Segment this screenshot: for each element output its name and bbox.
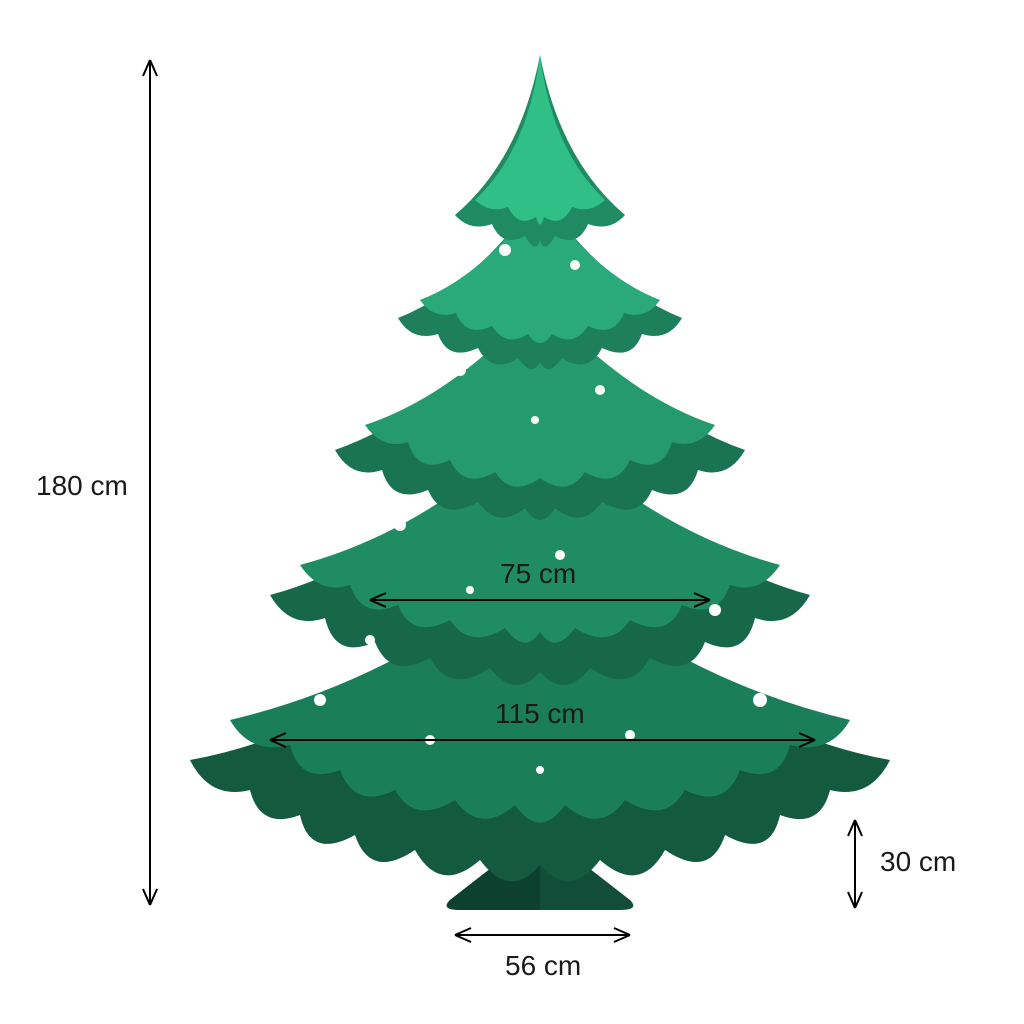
diagram-stage: 180 cm 75 cm 115 cm 30 cm 56 cm [0,0,1024,1024]
tree-illustration [0,0,1024,1024]
dim-arrow-stand-width [455,928,630,942]
label-stand-width: 56 cm [505,950,581,982]
label-stand-height: 30 cm [880,846,956,878]
label-width-mid: 75 cm [500,558,576,590]
dim-arrow-stand-height [848,820,862,908]
label-width-bottom: 115 cm [495,698,585,730]
dim-arrow-height-total [143,60,157,905]
label-height-total: 180 cm [36,470,128,502]
tier1-front [475,55,605,225]
